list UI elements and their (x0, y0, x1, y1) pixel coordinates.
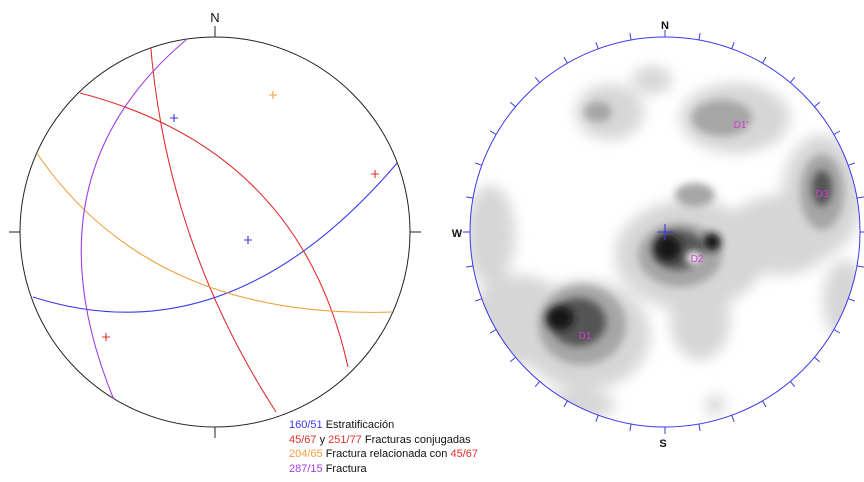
density-maxima-labels: D1 D2 D3 D1' (579, 120, 829, 342)
right-south-label: S (659, 438, 666, 450)
right-stereonet: N S W D1 D2 D3 D1' (452, 20, 864, 450)
left-north-label: N (210, 10, 219, 25)
perimeter-tick (848, 162, 855, 166)
related-fracture-great-circle (35, 151, 393, 313)
perimeter-tick (856, 196, 864, 199)
perimeter-tick (629, 33, 632, 41)
left-stereonet: N (9, 10, 421, 438)
conjugate-great-circle-a (79, 92, 349, 368)
perimeter-tick (534, 76, 541, 83)
perimeter-tick (489, 329, 497, 334)
perimeter-tick (629, 423, 632, 431)
legend-fracture-text: Fractura (322, 462, 367, 475)
perimeter-tick (731, 415, 735, 422)
right-west-label: W (452, 228, 463, 240)
legend-related-text: Fractura relacionada con (322, 448, 451, 460)
legend-conjugate-value-a: 45/67 (289, 433, 317, 446)
perimeter-tick (833, 130, 841, 135)
perimeter-tick (731, 42, 735, 49)
perimeter-tick (698, 33, 701, 41)
right-center-cross (657, 224, 673, 240)
perimeter-tick (814, 101, 821, 108)
conjugate-pole-a (371, 170, 379, 178)
perimeter-tick (534, 381, 541, 388)
perimeter-tick (475, 298, 482, 302)
legend-row-conjugate: 45/67 y 251/77 Fracturas conjugadas (289, 433, 478, 448)
legend-related-value: 204/65 (289, 448, 323, 460)
legend-bedding-value: 160/51 (289, 419, 323, 431)
left-primitive-circle (19, 36, 411, 428)
perimeter-tick (762, 400, 767, 408)
legend-row-bedding: 160/51 Estratificación (289, 418, 478, 433)
perimeter-tick (762, 56, 767, 64)
legend-bedding-text: Estratificación (322, 419, 395, 431)
density-label: D1 (579, 331, 592, 342)
perimeter-tick (595, 42, 599, 49)
perimeter-tick (814, 356, 821, 363)
legend-related-reference: 45/67 (450, 448, 478, 460)
perimeter-tick (848, 298, 855, 302)
legend: 160/51 Estratificación 45/67 y 251/77 Fr… (289, 418, 478, 476)
perimeter-tick (475, 162, 482, 166)
legend-row-related: 204/65 Fractura relacionada con 45/67 (289, 447, 478, 462)
perimeter-tick (509, 356, 516, 363)
legend-conjugate-separator: y (316, 433, 329, 446)
legend-conjugate-text: Fracturas conjugadas (361, 433, 471, 446)
perimeter-tick (563, 400, 568, 408)
right-perimeter-ticks (463, 30, 864, 434)
density-label: D1' (734, 120, 749, 131)
perimeter-tick (563, 56, 568, 64)
fracture-great-circle (80, 39, 187, 408)
legend-conjugate-value-b: 251/77 (328, 433, 362, 446)
perimeter-tick (856, 265, 864, 268)
perimeter-tick (489, 130, 497, 135)
fracture-pole (170, 114, 178, 122)
perimeter-tick (698, 423, 701, 431)
legend-row-fracture: 287/15 Fractura (289, 462, 478, 477)
density-label: D2 (691, 254, 704, 265)
conjugate-pole-b (102, 333, 110, 341)
bedding-great-circle (32, 161, 399, 313)
conjugate-great-circle-b (149, 37, 277, 413)
perimeter-tick (466, 265, 474, 268)
related-fracture-pole (269, 91, 277, 99)
perimeter-tick (833, 329, 841, 334)
density-contours (470, 66, 860, 420)
perimeter-tick (466, 196, 474, 199)
bedding-pole (244, 236, 252, 244)
perimeter-tick (595, 415, 599, 422)
perimeter-tick (509, 101, 516, 108)
density-label: D3 (816, 189, 829, 200)
legend-fracture-value: 287/15 (289, 462, 323, 475)
right-north-label: N (661, 20, 669, 32)
perimeter-tick (789, 76, 796, 83)
perimeter-tick (789, 381, 796, 388)
